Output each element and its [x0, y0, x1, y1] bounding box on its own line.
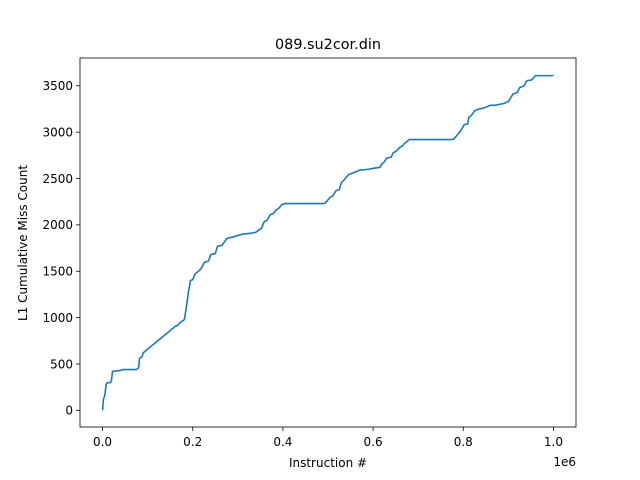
x-axis-offset-label: 1e6 — [553, 455, 576, 469]
x-tick-label: 0.2 — [183, 435, 202, 449]
x-axis-label: Instruction # — [289, 456, 367, 470]
x-tick-label: 0.8 — [454, 435, 473, 449]
y-tick-label: 1500 — [42, 265, 73, 279]
x-tick-label: 0.0 — [93, 435, 112, 449]
x-tick-label: 1.0 — [544, 435, 563, 449]
y-tick-label: 3000 — [42, 125, 73, 139]
y-tick-label: 3500 — [42, 79, 73, 93]
y-tick-label: 1000 — [42, 311, 73, 325]
y-tick-label: 2500 — [42, 172, 73, 186]
y-axis-label: L1 Cumulative Miss Count — [16, 165, 30, 321]
y-tick-label: 2000 — [42, 218, 73, 232]
y-axis: 0 500 1000 1500 2000 2500 3000 3500 — [42, 79, 80, 418]
y-tick-label: 0 — [65, 404, 73, 418]
x-tick-label: 0.6 — [364, 435, 383, 449]
x-tick-label: 0.4 — [273, 435, 292, 449]
series-line-0 — [101, 74, 554, 411]
x-axis: 0.0 0.2 0.4 0.6 0.8 1.0 — [93, 427, 563, 449]
plot-frame — [79, 57, 577, 428]
y-tick-label: 500 — [50, 357, 73, 371]
plot-area — [101, 74, 554, 411]
chart-title: 089.su2cor.din — [275, 37, 381, 53]
